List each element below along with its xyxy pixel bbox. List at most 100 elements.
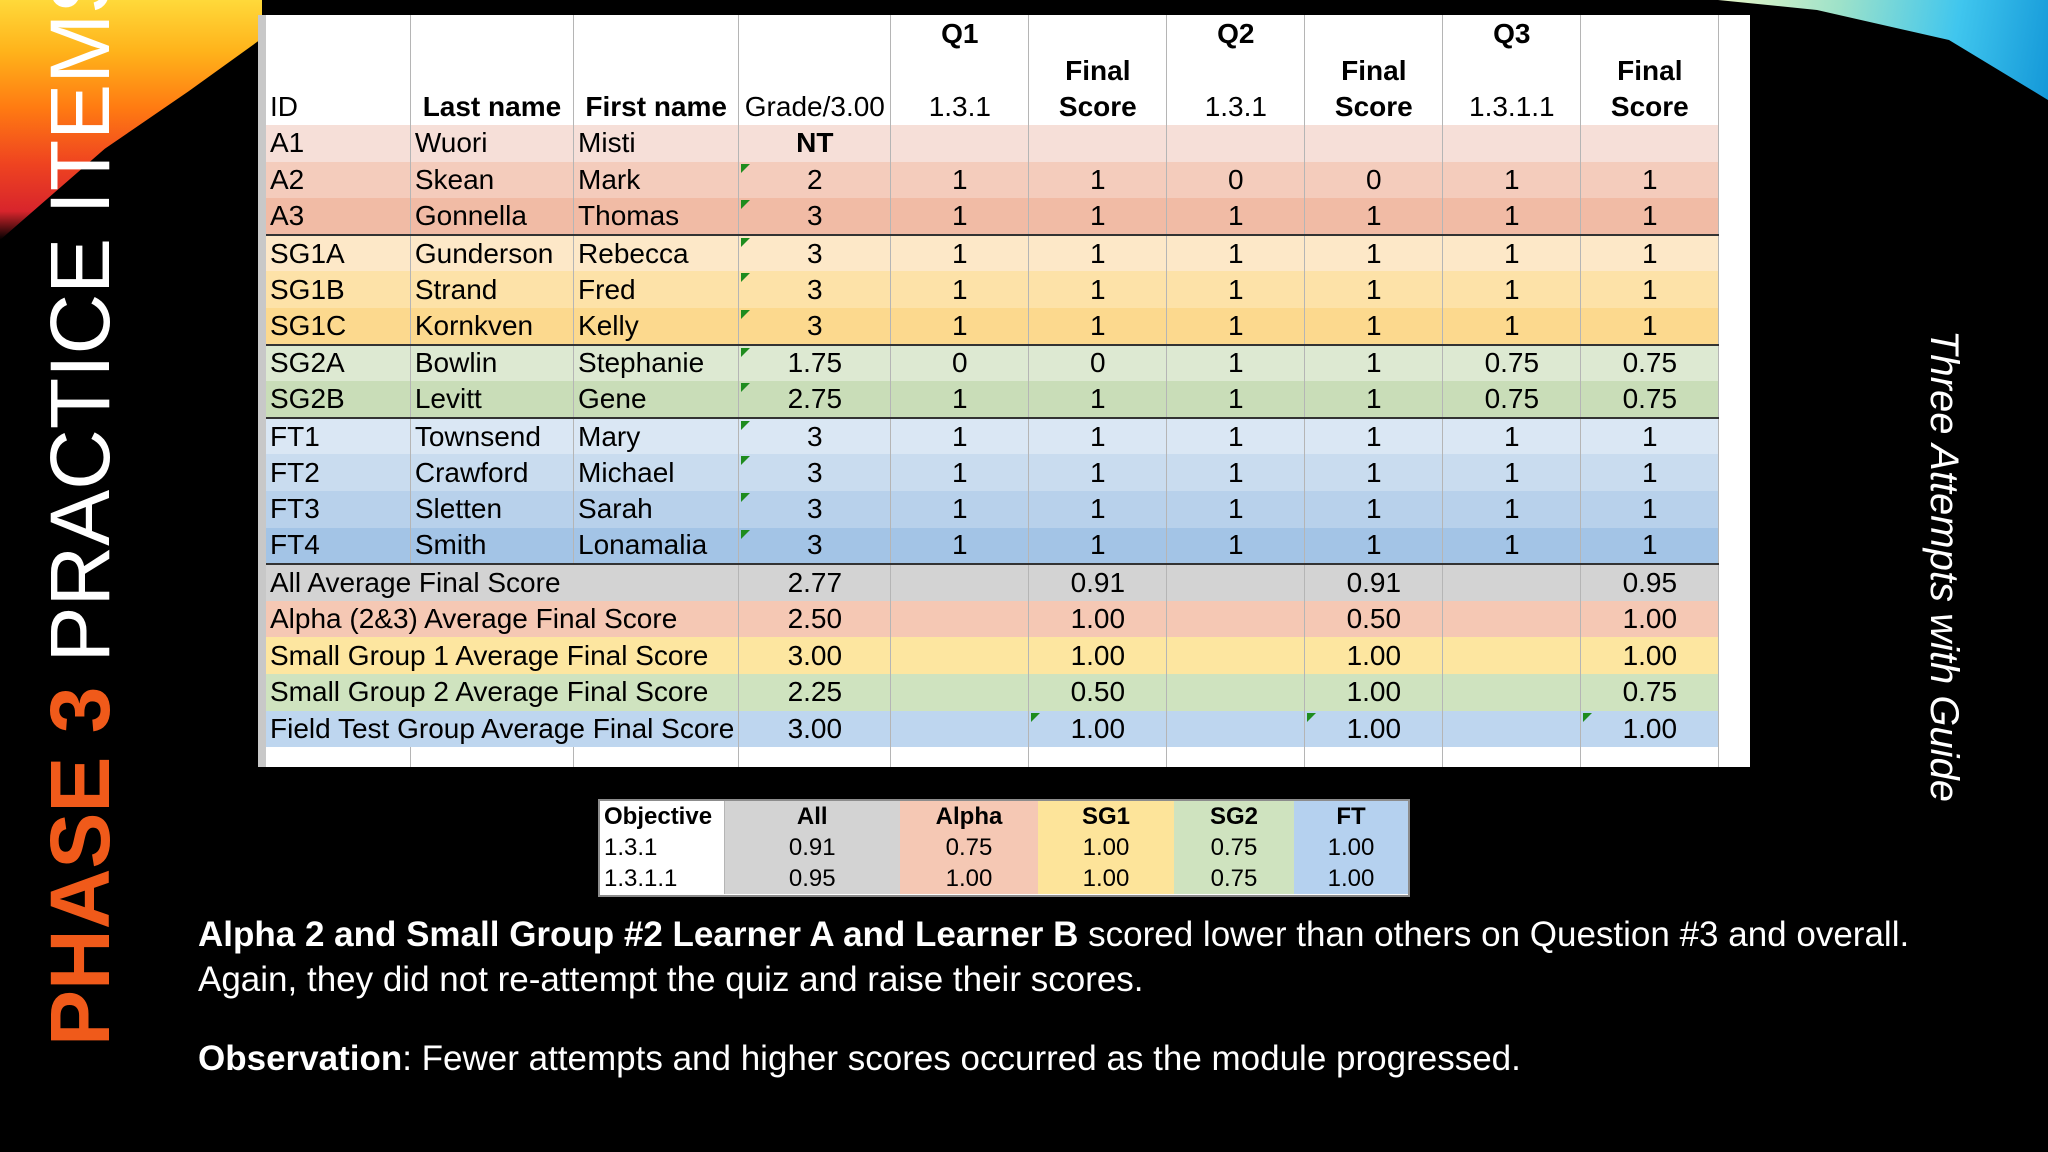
average-label: Small Group 2 Average Final Score bbox=[266, 673, 740, 711]
header-line: Final Score bbox=[1058, 55, 1137, 122]
comment-marker-icon bbox=[741, 383, 751, 393]
cell-first: Kelly bbox=[573, 307, 740, 345]
cell-last: Gonnella bbox=[410, 198, 575, 235]
header-line: Final Score bbox=[1610, 55, 1689, 122]
comment-marker-icon bbox=[741, 163, 751, 173]
cell-first: Fred bbox=[573, 271, 740, 308]
average-q2f: 1.00 bbox=[1304, 710, 1444, 748]
comment-marker-icon bbox=[741, 237, 751, 247]
cell-id: A1 bbox=[266, 125, 411, 162]
learner-row: SG2A Bowlin Stephanie 1.75 0 0 1 1 0.75 0.75 bbox=[266, 343, 1720, 382]
empty-cell bbox=[1166, 710, 1306, 748]
cell-id: FT2 bbox=[266, 454, 411, 491]
cell-id: SG1B bbox=[266, 271, 411, 308]
cell-q2: 1 bbox=[1166, 490, 1306, 528]
objective-header: Objective bbox=[600, 801, 725, 832]
cell-q1f bbox=[1028, 125, 1168, 162]
comment-marker-icon bbox=[741, 273, 751, 283]
cell-q2: 1 bbox=[1166, 233, 1306, 272]
cell-grade: 3 bbox=[738, 233, 892, 272]
average-row: Alpha (2&3) Average Final Score 2.50 1.00 0… bbox=[266, 600, 1720, 638]
objective-cell: 1.3.1.1 bbox=[600, 863, 725, 894]
cell-last: Strand bbox=[410, 271, 575, 308]
note-observation: Observation: Fewer attempts and higher s… bbox=[198, 1036, 1958, 1081]
cell-q1: 1 bbox=[890, 198, 1030, 235]
cell-q2: 1 bbox=[1166, 343, 1306, 382]
cell-first: Sarah bbox=[573, 490, 740, 528]
average-row: Small Group 1 Average Final Score 3.00 1.0… bbox=[266, 637, 1720, 674]
cell-q1: 1 bbox=[890, 416, 1030, 455]
comment-marker-icon bbox=[741, 529, 751, 539]
average-q1f: 1.00 bbox=[1028, 710, 1168, 748]
objective-header-row: Objective All Alpha SG1 SG2 FT bbox=[600, 801, 1408, 832]
cell-q1: 1 bbox=[890, 490, 1030, 528]
cell-q1f: 1 bbox=[1028, 416, 1168, 455]
cell-q2: 0 bbox=[1166, 161, 1306, 199]
cell-q2f: 1 bbox=[1304, 271, 1444, 308]
objective-summary: Objective All Alpha SG1 SG2 FT 1.3.1 0.9… bbox=[598, 799, 1410, 897]
cell-first: Misti bbox=[573, 125, 740, 162]
objective-cell: 1.3.1 bbox=[600, 832, 725, 863]
objective-cell: 1.00 bbox=[1038, 832, 1174, 863]
cell-q2: 1 bbox=[1166, 198, 1306, 235]
cell-id: SG1A bbox=[266, 233, 411, 272]
learner-row: SG2B Levitt Gene 2.75 1 1 1 1 0.75 0.75 bbox=[266, 381, 1720, 418]
cell-first: Michael bbox=[573, 454, 740, 491]
cell-grade: 3 bbox=[738, 198, 892, 235]
cell-grade: 3 bbox=[738, 490, 892, 528]
empty-cell bbox=[1166, 673, 1306, 711]
slide-title-accent: PHASE 3 bbox=[33, 686, 127, 1046]
average-q3f: 0.95 bbox=[1580, 563, 1720, 601]
average-q1f: 1.00 bbox=[1028, 600, 1168, 638]
note-observation-bold: Observation bbox=[198, 1039, 403, 1078]
cell-q2: 1 bbox=[1166, 416, 1306, 455]
average-grade: 2.50 bbox=[738, 600, 892, 638]
cell-q1: 1 bbox=[890, 271, 1030, 308]
cell-id: A3 bbox=[266, 198, 411, 235]
side-caption: Three Attempts with Guide bbox=[1922, 330, 1966, 803]
empty-cell bbox=[890, 600, 1030, 638]
objective-cell: 1.00 bbox=[1294, 832, 1408, 863]
cell-last: Levitt bbox=[410, 381, 575, 418]
comment-marker-icon bbox=[741, 347, 751, 357]
comment-marker-icon bbox=[741, 492, 751, 502]
average-label: Small Group 1 Average Final Score bbox=[266, 637, 740, 674]
cell-q3f: 1 bbox=[1580, 198, 1720, 235]
column-header: First name bbox=[573, 53, 740, 125]
average-q3f: 0.75 bbox=[1580, 673, 1720, 711]
average-q3f: 1.00 bbox=[1580, 600, 1720, 638]
cell-q2: 1 bbox=[1166, 454, 1306, 491]
comment-marker-icon bbox=[1031, 712, 1041, 722]
learner-row: A1 Wuori Misti NT bbox=[266, 125, 1720, 162]
cell-q2f: 1 bbox=[1304, 343, 1444, 382]
cell-grade: 3 bbox=[738, 416, 892, 455]
objective-cell: 0.75 bbox=[900, 832, 1038, 863]
average-grade: 3.00 bbox=[738, 710, 892, 748]
objective-header: All bbox=[724, 801, 900, 832]
cell-q3f: 1 bbox=[1580, 271, 1720, 308]
cell-grade: 1.75 bbox=[738, 343, 892, 382]
cell-last: Skean bbox=[410, 161, 575, 199]
empty-cell bbox=[1166, 637, 1306, 674]
comment-marker-icon bbox=[1583, 712, 1593, 722]
cell-last: Gunderson bbox=[410, 233, 575, 272]
cell-q1f: 1 bbox=[1028, 307, 1168, 345]
cell-q1: 1 bbox=[890, 381, 1030, 418]
average-grade: 2.25 bbox=[738, 673, 892, 711]
group-header-row: Q1 Q2 Q3 bbox=[266, 15, 1720, 53]
objective-cell: 0.91 bbox=[724, 832, 900, 863]
learner-row: SG1C Kornkven Kelly 3 1 1 1 1 1 1 bbox=[266, 307, 1720, 345]
cell-q3: 1 bbox=[1442, 416, 1582, 455]
cell-q2: 1 bbox=[1166, 271, 1306, 308]
empty-cell bbox=[1442, 710, 1582, 748]
empty-cell bbox=[1442, 600, 1582, 638]
empty-cell bbox=[1166, 600, 1306, 638]
cell-q1 bbox=[890, 125, 1030, 162]
cell-last: Bowlin bbox=[410, 343, 575, 382]
cell-last: Townsend bbox=[410, 416, 575, 455]
cell-q3: 0.75 bbox=[1442, 381, 1582, 418]
header-line: Final Score bbox=[1334, 55, 1413, 122]
cell-q1: 1 bbox=[890, 527, 1030, 565]
cell-grade: 3 bbox=[738, 307, 892, 345]
score-table: Q1 Q2 Q3 ID Last name First name Grade/3… bbox=[266, 15, 1720, 767]
